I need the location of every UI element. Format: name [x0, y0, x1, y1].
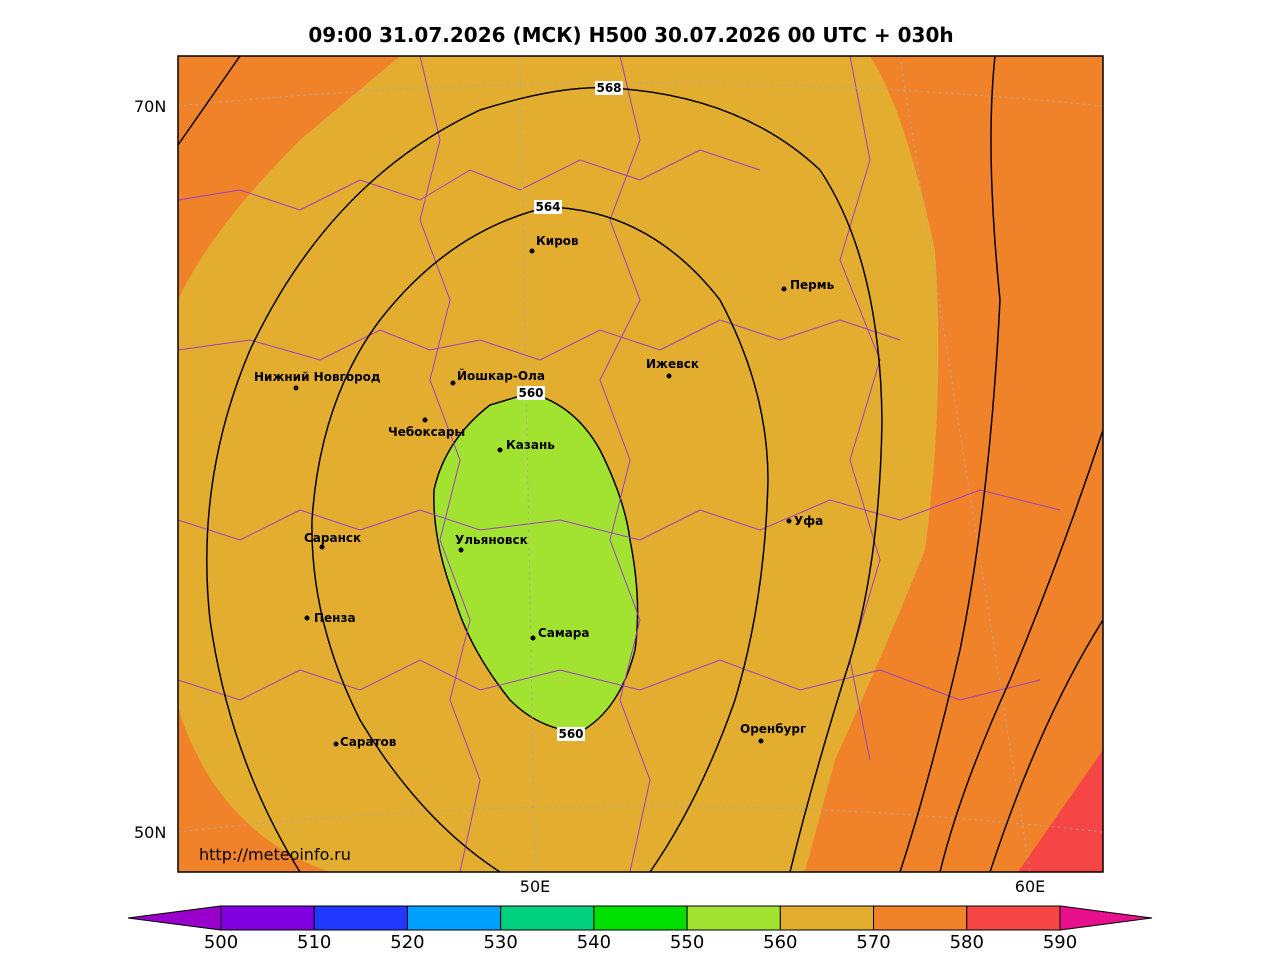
lat-label: 70N [134, 97, 166, 116]
lon-label: 60E [1015, 877, 1045, 896]
map: 568 564 560 560 Киров Пермь Нижний Новго… [177, 55, 1104, 873]
colorbar-segment [686, 905, 781, 931]
city-label: Ижевск [646, 357, 699, 371]
colorbar-tick-label: 530 [483, 932, 517, 953]
colorbar-tick-label: 580 [950, 932, 984, 953]
colorbar: 500 510 520 530 540 550 560 570 580 590 [127, 905, 1153, 953]
colorbar-segment [593, 905, 688, 931]
city-label: Йошкар-Ола [457, 368, 545, 383]
colorbar-tick-label: 540 [577, 932, 611, 953]
city-label: Киров [536, 234, 579, 248]
boundaries [178, 56, 1061, 872]
contour-label: 560 [518, 386, 543, 400]
colorbar-segment [220, 905, 315, 931]
colorbar-tick-label: 570 [856, 932, 890, 953]
colorbar-tick-label: 550 [670, 932, 704, 953]
city-label: Оренбург [740, 722, 806, 736]
colorbar-tick-label: 520 [390, 932, 424, 953]
contour-labels: 568 564 560 560 [517, 81, 623, 741]
contour-label: 564 [535, 200, 560, 214]
colorbar-segment [313, 905, 408, 931]
cities: Киров Пермь Нижний Новгород Йошкар-Ола И… [254, 234, 835, 749]
graticule [178, 56, 1103, 872]
source-url: http://meteoinfo.ru [199, 845, 351, 864]
title: 09:00 31.07.2026 (МСК) H500 30.07.2026 0… [308, 23, 953, 47]
colorbar-segment [406, 905, 502, 931]
city-label: Пенза [314, 611, 356, 625]
city-label: Пермь [790, 278, 835, 292]
city-label: Казань [506, 438, 555, 452]
contour-label: 560 [558, 727, 583, 741]
contour-label: 568 [596, 81, 621, 95]
city-label: Чебоксары [388, 425, 465, 439]
colorbar-tick-label: 510 [297, 932, 331, 953]
lat-label: 50N [134, 823, 166, 842]
colorbar-segment [966, 905, 1061, 931]
colorbar-extend-high [1059, 905, 1153, 931]
colorbar-segment [779, 905, 875, 931]
colorbar-segment [500, 905, 595, 931]
city-label: Саратов [340, 735, 397, 749]
field-580-590 [1018, 750, 1103, 872]
colorbar-tick-label: 500 [204, 932, 238, 953]
map-frame [177, 55, 1104, 873]
city-label: Ульяновск [455, 533, 528, 547]
city-label: Нижний Новгород [254, 370, 381, 384]
colorbar-segment [873, 905, 968, 931]
lon-label: 50E [520, 877, 550, 896]
city-label: Уфа [794, 514, 823, 528]
city-label: Саранск [304, 531, 361, 545]
city-label: Самара [538, 626, 590, 640]
colorbar-tick-label: 560 [763, 932, 797, 953]
colorbar-tick-label: 590 [1043, 932, 1077, 953]
